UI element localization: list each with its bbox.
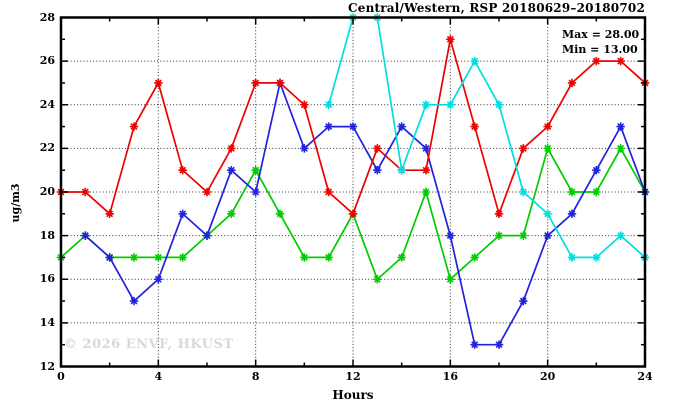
y-tick-label-16: 16 bbox=[39, 272, 55, 286]
y-tick-label-28: 28 bbox=[39, 10, 55, 24]
x-tick-label-8: 8 bbox=[251, 370, 260, 383]
y-tick-label-20: 20 bbox=[39, 185, 55, 198]
series-cyan-markers bbox=[324, 13, 650, 262]
series-cyan bbox=[324, 13, 650, 262]
y-tick-label-14: 14 bbox=[39, 315, 55, 329]
stats-annotation: Max = 28.00 Min = 13.00 bbox=[562, 27, 639, 57]
y-tick-label-18: 18 bbox=[39, 228, 55, 242]
x-tick-label-12: 12 bbox=[345, 370, 361, 383]
y-tick-label-12: 12 bbox=[39, 359, 55, 373]
x-axis-title: Hours bbox=[332, 388, 374, 402]
series-cyan-line bbox=[327, 16, 646, 259]
max-value-label: Max = 28.00 bbox=[562, 28, 640, 41]
chart-title: Central/Western, RSP 20180629–20180702 bbox=[348, 1, 645, 15]
series-blue-markers bbox=[81, 78, 650, 349]
x-tick-label-20: 20 bbox=[540, 370, 556, 383]
series-blue bbox=[81, 78, 650, 349]
x-tick-label-4: 4 bbox=[154, 370, 163, 383]
y-tick-label-24: 24 bbox=[39, 97, 55, 111]
plot-grid bbox=[61, 17, 645, 367]
watermark: © 2026 ENVF, HKUST bbox=[64, 337, 234, 352]
series-group bbox=[56, 13, 650, 349]
x-tick-label-16: 16 bbox=[442, 370, 458, 383]
series-red bbox=[56, 35, 650, 219]
x-tick-label-0: 0 bbox=[57, 370, 65, 383]
min-value-label: Min = 13.00 bbox=[562, 43, 638, 56]
y-tick-label-26: 26 bbox=[39, 54, 55, 68]
x-tick-label-24: 24 bbox=[637, 370, 653, 383]
y-tick-label-22: 22 bbox=[39, 141, 55, 155]
plot-frame bbox=[59, 16, 647, 368]
series-blue-line bbox=[84, 79, 646, 346]
